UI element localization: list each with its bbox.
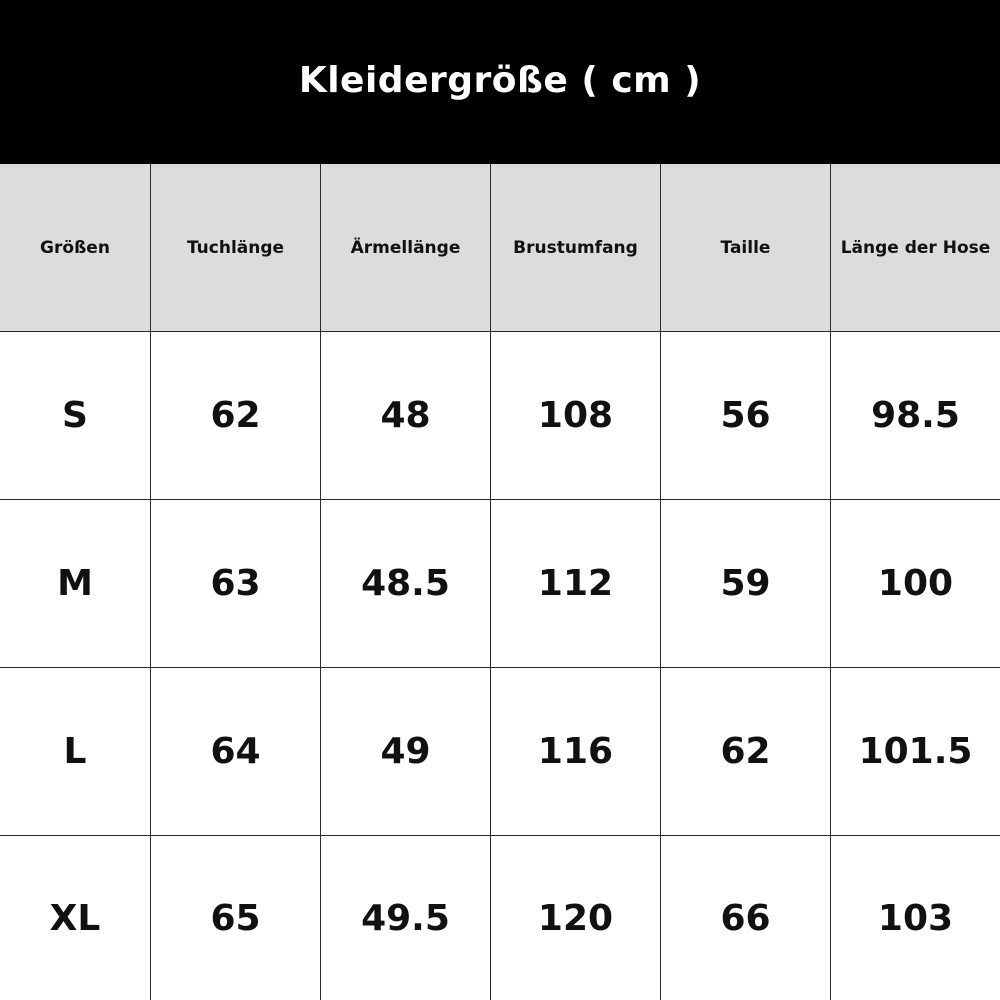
table-cell-size: XL bbox=[0, 836, 151, 1000]
header-sleeve-length: Ärmellänge bbox=[321, 164, 491, 332]
table-cell-sleeve-length: 48 bbox=[321, 332, 491, 500]
table-cell-waist: 56 bbox=[661, 332, 831, 500]
header-size: Größen bbox=[0, 164, 151, 332]
size-table: Größen Tuchlänge Ärmellänge Brustumfang … bbox=[0, 164, 1000, 1000]
table-cell-sleeve-length: 48.5 bbox=[321, 500, 491, 668]
table-cell-sleeve-length: 49 bbox=[321, 668, 491, 836]
table-cell-body-length: 64 bbox=[151, 668, 321, 836]
table-cell-body-length: 62 bbox=[151, 332, 321, 500]
table-cell-waist: 59 bbox=[661, 500, 831, 668]
table-cell-chest: 116 bbox=[491, 668, 661, 836]
header-body-length: Tuchlänge bbox=[151, 164, 321, 332]
table-cell-pants-length: 100 bbox=[831, 500, 1000, 668]
table-cell-waist: 66 bbox=[661, 836, 831, 1000]
title-bar: Kleidergröße ( cm ) bbox=[0, 0, 1000, 164]
table-cell-chest: 120 bbox=[491, 836, 661, 1000]
table-cell-pants-length: 98.5 bbox=[831, 332, 1000, 500]
table-cell-size: L bbox=[0, 668, 151, 836]
header-chest: Brustumfang bbox=[491, 164, 661, 332]
table-cell-pants-length: 103 bbox=[831, 836, 1000, 1000]
page-title: Kleidergröße ( cm ) bbox=[298, 59, 702, 101]
table-cell-sleeve-length: 49.5 bbox=[321, 836, 491, 1000]
table-cell-body-length: 63 bbox=[151, 500, 321, 668]
table-cell-size: S bbox=[0, 332, 151, 500]
table-cell-pants-length: 101.5 bbox=[831, 668, 1000, 836]
table-cell-size: M bbox=[0, 500, 151, 668]
table-cell-chest: 112 bbox=[491, 500, 661, 668]
header-waist: Taille bbox=[661, 164, 831, 332]
table-cell-chest: 108 bbox=[491, 332, 661, 500]
table-cell-waist: 62 bbox=[661, 668, 831, 836]
header-pants-length: Länge der Hose bbox=[831, 164, 1000, 332]
table-cell-body-length: 65 bbox=[151, 836, 321, 1000]
